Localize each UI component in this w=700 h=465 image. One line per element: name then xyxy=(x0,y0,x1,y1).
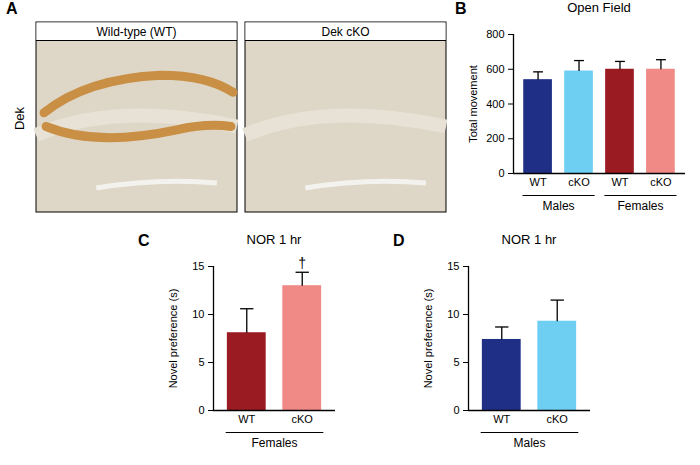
svg-text:10: 10 xyxy=(192,308,204,320)
svg-text:0: 0 xyxy=(453,404,459,416)
svg-text:Wild-type (WT): Wild-type (WT) xyxy=(97,25,177,39)
svg-text:400: 400 xyxy=(486,98,504,110)
svg-text:†: † xyxy=(298,255,306,271)
svg-text:Dek cKO: Dek cKO xyxy=(321,25,369,39)
svg-text:Novel preference (s): Novel preference (s) xyxy=(167,289,179,389)
html-text:Open Field: Open Field xyxy=(567,0,631,15)
svg-text:200: 200 xyxy=(486,132,504,144)
svg-text:5: 5 xyxy=(198,356,204,368)
html-text:D: D xyxy=(393,232,405,249)
html-text:B: B xyxy=(455,0,467,17)
svg-text:Females: Females xyxy=(251,436,297,450)
svg-text:cKO: cKO xyxy=(650,176,672,188)
svg-text:Total movement: Total movement xyxy=(467,65,479,143)
html-text:NOR 1 hr: NOR 1 hr xyxy=(246,232,302,247)
svg-text:WT: WT xyxy=(530,176,547,188)
svg-text:WT: WT xyxy=(238,413,255,425)
svg-text:WT: WT xyxy=(493,413,510,425)
svg-text:WT: WT xyxy=(611,176,628,188)
svg-text:15: 15 xyxy=(192,260,204,272)
svg-text:Dek: Dek xyxy=(12,106,27,130)
svg-text:0: 0 xyxy=(498,167,504,179)
svg-text:Males: Males xyxy=(513,436,545,450)
svg-text:10: 10 xyxy=(447,308,459,320)
svg-text:Females: Females xyxy=(617,199,663,213)
svg-text:15: 15 xyxy=(447,260,459,272)
html-text:C: C xyxy=(138,232,150,249)
html-text:A: A xyxy=(6,0,18,17)
svg-text:Males: Males xyxy=(543,199,575,213)
html-text:NOR 1 hr: NOR 1 hr xyxy=(501,232,557,247)
svg-text:5: 5 xyxy=(453,356,459,368)
svg-text:cKO: cKO xyxy=(568,176,590,188)
svg-text:cKO: cKO xyxy=(292,413,314,425)
svg-text:0: 0 xyxy=(198,404,204,416)
svg-text:800: 800 xyxy=(486,28,504,40)
svg-text:cKO: cKO xyxy=(547,413,569,425)
svg-text:600: 600 xyxy=(486,63,504,75)
svg-text:Novel preference (s): Novel preference (s) xyxy=(422,289,434,389)
